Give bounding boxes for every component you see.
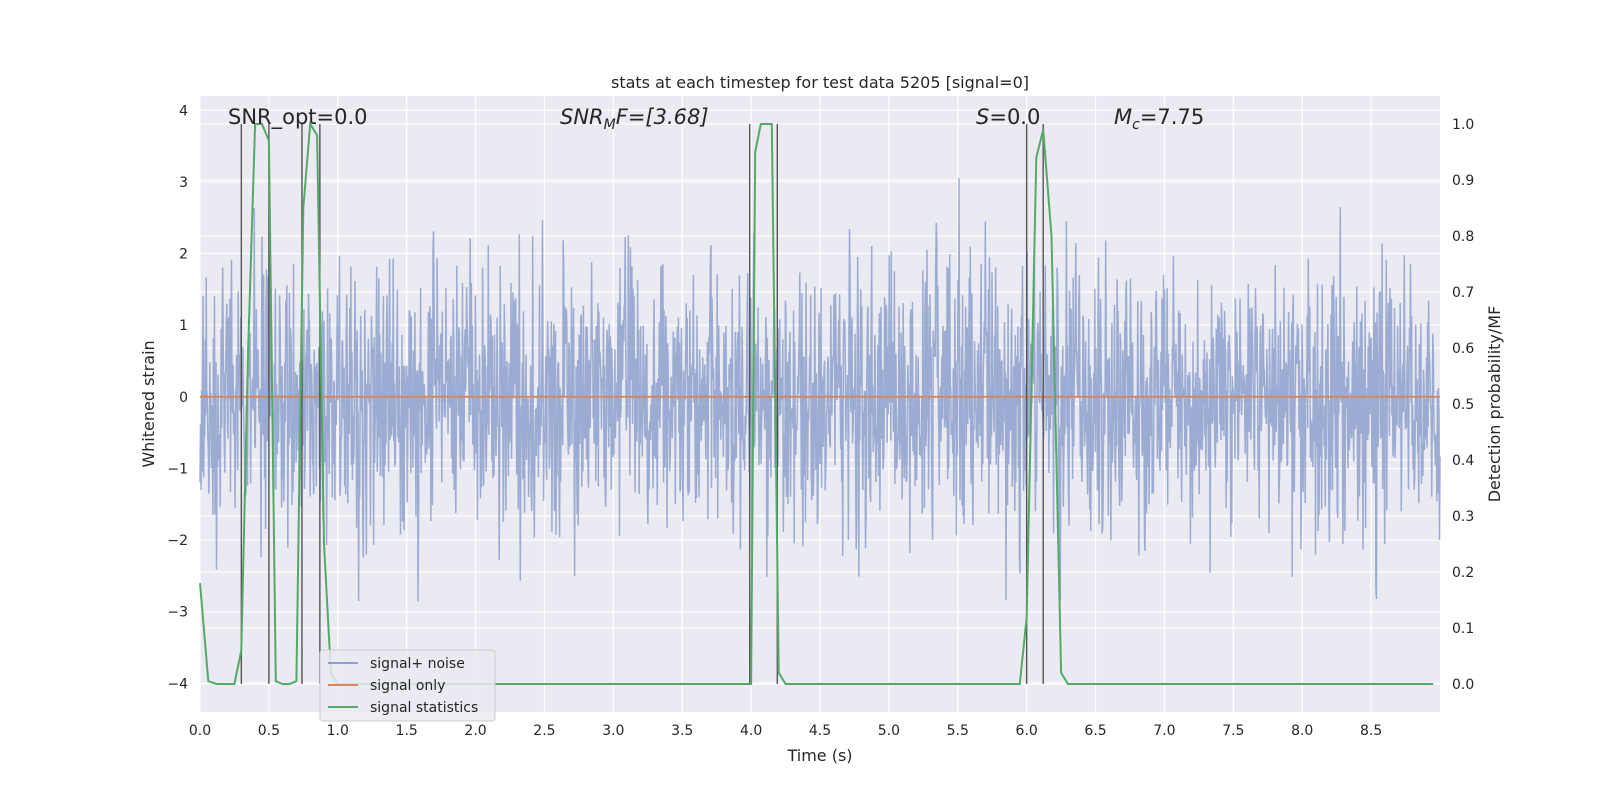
x-tick-label-8: 4.0 <box>740 723 762 739</box>
y2-tick-label-0: 1.0 <box>1452 117 1474 133</box>
y2-tick-label-3: 0.7 <box>1452 285 1474 301</box>
y2-tick-label-9: 0.1 <box>1452 621 1474 637</box>
x-tick-label-16: 8.0 <box>1291 723 1313 739</box>
signal-statistics-line <box>199 120 1434 685</box>
x-tick-labels: 0.0 0.5 1.0 1.5 2.0 2.5 3.0 3.5 4.0 4.5 5.0 5.5 6.0 6… <box>189 723 1382 739</box>
y-tick-label-1: 3 <box>179 175 188 191</box>
annotation-snr-mf: SNRMF=[3.68] <box>560 105 709 133</box>
x-tick-label-17: 8.5 <box>1360 723 1382 739</box>
y2-tick-label-8: 0.2 <box>1452 565 1474 581</box>
x-tick-label-5: 2.5 <box>533 723 555 739</box>
annotation-mc-rest: =7.75 <box>1140 105 1204 129</box>
annotation-mc-sub: c <box>1132 117 1140 133</box>
y2-axis-label: Detection probability/MF <box>1485 306 1504 503</box>
x-tick-label-10: 5.0 <box>878 723 900 739</box>
y2-tick-label-1: 0.9 <box>1452 173 1474 189</box>
signal-noise-trace <box>199 178 1441 602</box>
y2-tick-label-5: 0.5 <box>1452 397 1474 413</box>
y-tick-label-2: 2 <box>179 247 188 263</box>
legend-box <box>319 649 496 722</box>
annotation-s-main: S <box>976 105 989 129</box>
x-tick-label-4: 2.0 <box>464 723 486 739</box>
y-tick-label-5: −1 <box>167 461 188 477</box>
x-tick-label-11: 5.5 <box>947 723 969 739</box>
annotation-snr-mf-rest: F=[3.68] <box>616 105 709 129</box>
annotation-snr-mf-sub: M <box>604 117 616 133</box>
annotation-mc-main: M <box>1114 105 1132 129</box>
x-tick-label-2: 1.0 <box>327 723 349 739</box>
x-tick-label-14: 7.0 <box>1153 723 1175 739</box>
legend-label-signal-statistics: signal statistics <box>370 700 478 716</box>
y-tick-label-0: 4 <box>179 103 188 119</box>
event-markers <box>240 124 1044 684</box>
chart-title: stats at each timestep for test data 520… <box>611 73 1029 92</box>
y-tick-label-4: 0 <box>179 390 188 406</box>
legend-label-signal-only: signal only <box>370 678 445 694</box>
y-tick-label-7: −3 <box>167 605 188 621</box>
x-tick-label-15: 7.5 <box>1222 723 1244 739</box>
y-axis-label: Whitened strain <box>139 340 158 467</box>
y2-tick-label-2: 0.8 <box>1452 229 1474 245</box>
annotation-snr-opt: SNR_opt=0.0 <box>228 105 368 130</box>
legend-label-signal-noise: signal+ noise <box>370 656 465 672</box>
x-tick-label-6: 3.0 <box>602 723 624 739</box>
annotation-s-rest: =0.0 <box>989 105 1040 129</box>
x-tick-label-1: 0.5 <box>258 723 280 739</box>
series-signal-statistics <box>199 120 1434 685</box>
y2-tick-label-4: 0.6 <box>1452 341 1474 357</box>
annotation-mc: Mc=7.75 <box>1114 105 1204 133</box>
y2-tick-label-7: 0.3 <box>1452 509 1474 525</box>
annotation-snr-mf-main: SNR <box>560 105 604 129</box>
y-tick-label-3: 1 <box>179 318 188 334</box>
y2-tick-label-6: 0.4 <box>1452 453 1474 469</box>
legend: signal+ noise signal only signal statist… <box>319 649 496 722</box>
x-tick-label-12: 6.0 <box>1016 723 1038 739</box>
x-tick-label-7: 3.5 <box>671 723 693 739</box>
y-tick-labels: 4 3 2 1 0 −1 −2 −3 −4 <box>167 103 188 692</box>
y-tick-label-6: −2 <box>167 533 188 549</box>
y2-tick-label-10: 0.0 <box>1452 677 1474 693</box>
x-tick-label-3: 1.5 <box>396 723 418 739</box>
x-axis-label: Time (s) <box>786 746 852 765</box>
y2-tick-labels: 1.0 0.9 0.8 0.7 0.6 0.5 0.4 0.3 0.2 0.1 0.0 <box>1452 117 1474 693</box>
x-tick-label-0: 0.0 <box>189 723 211 739</box>
y-tick-label-8: −4 <box>167 676 188 692</box>
series-signal-noise <box>199 178 1441 602</box>
x-tick-label-9: 4.5 <box>809 723 831 739</box>
annotation-s: S=0.0 <box>976 105 1040 129</box>
x-tick-label-13: 6.5 <box>1084 723 1106 739</box>
